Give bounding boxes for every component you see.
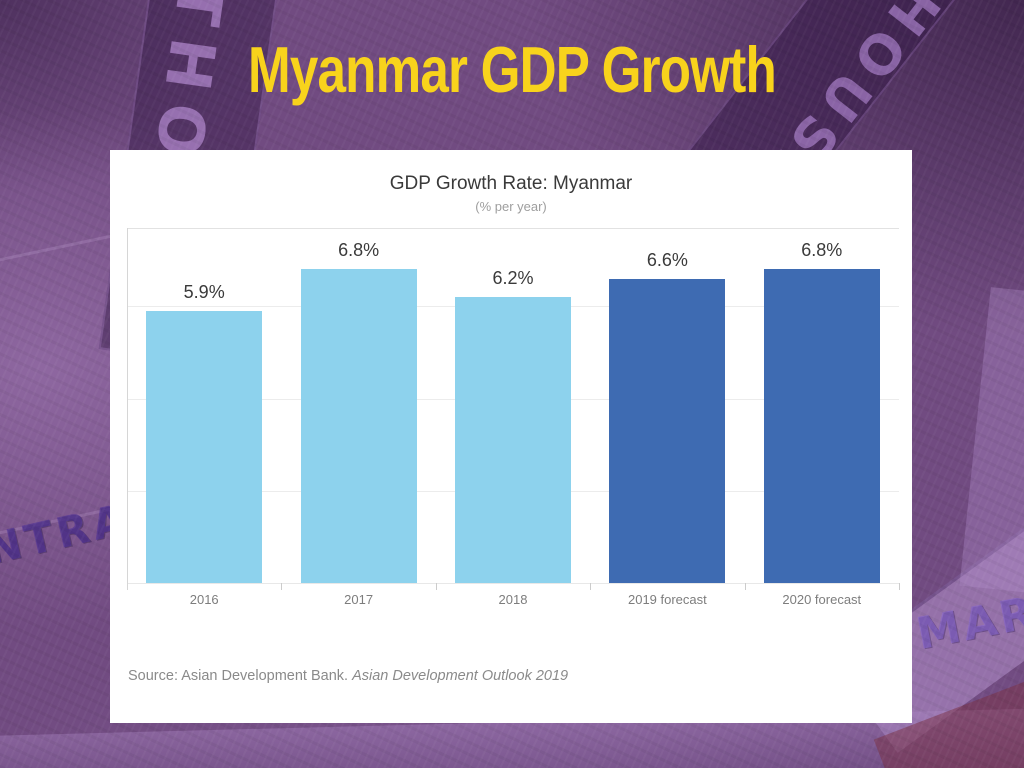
- plot-top-border: [127, 228, 899, 229]
- bar-value-label: 6.8%: [801, 240, 843, 261]
- source-line: Source: Asian Development Bank. Asian De…: [128, 668, 568, 684]
- x-axis-label: 2017: [344, 592, 374, 607]
- source-text: Source: Asian Development Bank.: [128, 668, 353, 684]
- x-axis-label: 2019 forecast: [627, 592, 707, 607]
- axis-tick: [590, 583, 592, 590]
- axis-tick: [281, 583, 283, 590]
- slide-title: Myanmar GDP Growth: [247, 32, 777, 107]
- bar-2017: [300, 269, 417, 583]
- bar-2016: [146, 310, 263, 583]
- bar-2018: [455, 297, 571, 583]
- chart-plot: 5.9% 2016 6.8% 2017 6.2% 2018 6.6% 2019 forecas…: [110, 150, 912, 723]
- bar-2019-forecast: [609, 278, 726, 583]
- x-axis-label: 2016: [189, 592, 219, 607]
- y-axis-line: [127, 228, 128, 590]
- x-axis-line: [127, 583, 899, 584]
- bar-value-label: 6.2%: [492, 268, 534, 289]
- source-publication: Asian Development Outlook 2019: [352, 668, 569, 684]
- chart-card: GDP Growth Rate: Myanmar (% per year) 5.…: [110, 150, 912, 723]
- axis-tick: [744, 583, 746, 590]
- axis-tick: [435, 583, 437, 590]
- axis-tick: [899, 583, 900, 590]
- x-axis-label: 2020 forecast: [782, 592, 862, 607]
- bar-2020-forecast: [763, 269, 880, 583]
- chart-subtitle: (% per year): [475, 199, 547, 214]
- bar-value-label: 5.9%: [183, 281, 225, 302]
- chart-title: GDP Growth Rate: Myanmar: [389, 173, 633, 194]
- bar-value-label: 6.6%: [646, 249, 688, 270]
- x-axis-label: 2018: [498, 592, 528, 607]
- bar-value-label: 6.8%: [338, 240, 380, 261]
